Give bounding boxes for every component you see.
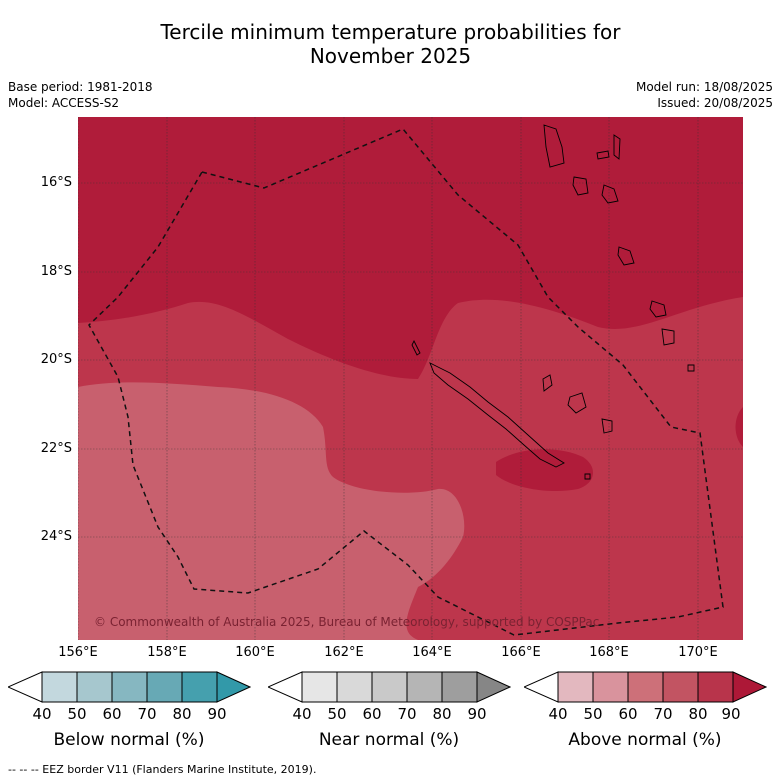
lat-label-20s: 20°S [40, 352, 72, 367]
lon-label-166e: 166°E [501, 645, 541, 660]
colorbar-above-arrow-right [732, 671, 767, 703]
coastlines [411, 124, 695, 480]
model-run: Model run: 18/08/2025 [635, 80, 773, 94]
cb-near-tick-90: 90 [467, 705, 487, 723]
eez-border [88, 128, 724, 636]
model-name: Model: ACCESS-S2 [8, 96, 120, 110]
colorbar-near-arrow-right [476, 671, 511, 703]
loyalty-island-2-coast [567, 392, 587, 414]
lon-label-170e: 170°E [678, 645, 718, 660]
meta-right: Model run: 18/08/2025 Issued: 20/08/2025 [636, 79, 773, 111]
isle-of-pines-coast [584, 473, 591, 480]
vanuatu-island-2-coast [596, 150, 610, 160]
lat-label-16s: 16°S [40, 175, 72, 190]
cb-below-tick-40: 40 [32, 705, 52, 723]
colorbar-near-seg-80-90 [441, 671, 478, 703]
vanuatu-espiritu-santo-coast [543, 124, 565, 168]
colorbar-above-seg-60-70 [627, 671, 664, 703]
region-above-80-90-edge [735, 407, 743, 447]
cb-near-tick-60: 60 [362, 705, 382, 723]
eez-footnote: -- -- -- EEZ border V11 (Flanders Marine… [8, 763, 317, 776]
meta-left: Base period: 1981-2018 Model: ACCESS-S2 [8, 79, 153, 111]
lon-label-160e: 160°E [235, 645, 275, 660]
cb-above-tick-60: 60 [618, 705, 638, 723]
cb-near-tick-70: 70 [397, 705, 417, 723]
colorbar-below-seg-70-80 [146, 671, 183, 703]
loyalty-island-1-coast [542, 374, 553, 392]
vanuatu-island-8-coast [661, 328, 675, 346]
vanuatu-islet-coast [687, 364, 695, 372]
cb-above-tick-50: 50 [583, 705, 603, 723]
vanuatu-island-3-coast [613, 134, 621, 160]
cb-above-tick-90: 90 [721, 705, 741, 723]
colorbar-near-seg-60-70 [371, 671, 408, 703]
belep-islands-coast [411, 339, 421, 356]
vanuatu-island-5-coast [601, 184, 619, 204]
cb-below-tick-50: 50 [67, 705, 87, 723]
map-title-line2: November 2025 [309, 44, 472, 68]
region-above-60-70-light-2 [251, 475, 296, 537]
issued-date: Issued: 20/08/2025 [657, 96, 773, 110]
colorbar-below-seg-50-60 [76, 671, 113, 703]
lon-label-162e: 162°E [324, 645, 364, 660]
map-title-line1: Tercile minimum temperature probabilitie… [160, 20, 621, 44]
colorbar-near-arrow-left [268, 671, 303, 703]
colorbar-above-seg-40-50 [557, 671, 594, 703]
colorbar-above-seg-70-80 [662, 671, 699, 703]
colorbar-below-seg-40-50 [41, 671, 78, 703]
colorbar-below-title: Below normal (%) [53, 730, 205, 750]
region-above-80-90-blob [496, 449, 594, 492]
cb-below-tick-90: 90 [207, 705, 227, 723]
cb-below-tick-60: 60 [102, 705, 122, 723]
base-period: Base period: 1981-2018 [8, 80, 153, 94]
colorbar-below-arrow-right [216, 671, 251, 703]
vanuatu-tanna-coast [649, 300, 667, 318]
colorbar-above-arrow-left [524, 671, 559, 703]
copyright-notice: © Commonwealth of Australia 2025, Bureau… [94, 615, 599, 629]
lon-label-158e: 158°E [147, 645, 187, 660]
vanuatu-malakula-coast [572, 176, 589, 196]
lat-label-22s: 22°S [40, 441, 72, 456]
cb-above-tick-80: 80 [688, 705, 708, 723]
lon-label-168e: 168°E [589, 645, 629, 660]
cb-near-tick-40: 40 [292, 705, 312, 723]
vanuatu-efate-coast [617, 246, 635, 266]
lon-label-156e: 156°E [58, 645, 98, 660]
lat-label-18s: 18°S [40, 264, 72, 279]
colorbar-near-seg-40-50 [301, 671, 338, 703]
colorbar-below-arrow-left [8, 671, 43, 703]
map-title: Tercile minimum temperature probabilitie… [0, 20, 781, 68]
colorbar-near-normal [268, 671, 511, 703]
colorbar-above-seg-80-90 [697, 671, 734, 703]
lat-label-24s: 24°S [40, 529, 72, 544]
colorbar-above-title: Above normal (%) [568, 730, 722, 750]
colorbar-below-seg-80-90 [181, 671, 218, 703]
colorbar-near-seg-50-60 [336, 671, 373, 703]
probability-map: © Commonwealth of Australia 2025, Bureau… [78, 117, 743, 640]
colorbar-near-title: Near normal (%) [318, 730, 460, 750]
colorbar-above-normal [524, 671, 767, 703]
lon-label-164e: 164°E [412, 645, 452, 660]
loyalty-island-3-coast [601, 418, 613, 434]
colorbar-below-seg-60-70 [111, 671, 148, 703]
cb-above-tick-70: 70 [653, 705, 673, 723]
colorbar-near-seg-70-80 [406, 671, 443, 703]
new-caledonia-coast [429, 362, 565, 468]
cb-below-tick-80: 80 [172, 705, 192, 723]
cb-below-tick-70: 70 [137, 705, 157, 723]
cb-near-tick-80: 80 [432, 705, 452, 723]
graticule [78, 117, 743, 640]
colorbar-above-seg-50-60 [592, 671, 629, 703]
colorbar-below-normal [8, 671, 251, 703]
cb-above-tick-40: 40 [548, 705, 568, 723]
cb-near-tick-50: 50 [327, 705, 347, 723]
